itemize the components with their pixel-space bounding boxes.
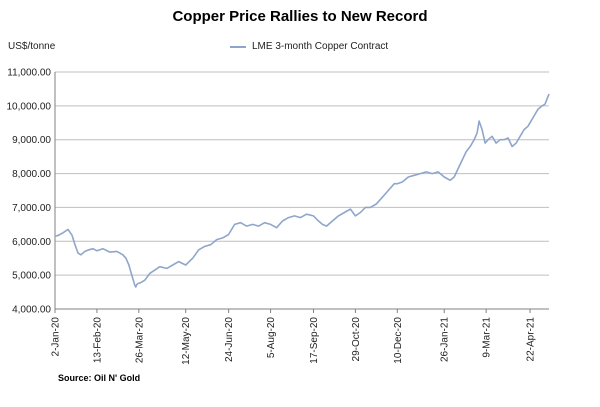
y-tick-label: 9,000.00 xyxy=(12,135,51,146)
chart-title: Copper Price Rallies to New Record xyxy=(172,8,428,25)
x-axis-ticks: 2-Jan-20 13-Feb-20 26-Mar-20 12-May-20 24-Ju… xyxy=(51,309,537,365)
series-group xyxy=(54,93,550,288)
x-tick-label: 10-Dec-20 xyxy=(393,317,404,364)
y-tick-label: 7,000.00 xyxy=(12,203,51,214)
x-tick-label: 5-Aug-20 xyxy=(266,317,277,359)
gridlines xyxy=(54,71,549,310)
x-tick-label: 29-Oct-20 xyxy=(351,317,362,362)
y-axis-unit-label: US$/tonne xyxy=(8,41,56,52)
x-tick-label: 13-Feb-20 xyxy=(92,317,103,364)
y-tick-label: 11,000.00 xyxy=(7,68,51,79)
x-tick-label: 2-Jan-20 xyxy=(51,317,62,357)
series-line xyxy=(54,93,550,288)
x-tick-label: 24-Jun-20 xyxy=(224,317,235,362)
y-tick-label: 5,000.00 xyxy=(12,271,51,282)
x-tick-label: 9-Mar-21 xyxy=(482,317,493,358)
x-tick-label: 12-May-20 xyxy=(181,317,192,365)
x-tick-label: 17-Sep-20 xyxy=(309,317,320,364)
y-tick-label: 6,000.00 xyxy=(12,237,51,248)
x-tick-label: 22-Apr-21 xyxy=(526,317,537,362)
source-note: Source: Oil N' Gold xyxy=(58,373,141,383)
legend-swatch xyxy=(230,45,246,48)
x-tick-label: 26-Mar-20 xyxy=(134,317,145,364)
legend-label: LME 3-month Copper Contract xyxy=(252,41,389,52)
y-tick-label: 8,000.00 xyxy=(12,169,51,180)
legend: LME 3-month Copper Contract xyxy=(230,41,388,52)
y-tick-label: 10,000.00 xyxy=(7,101,52,112)
y-tick-label: 4,000.00 xyxy=(12,305,51,316)
y-axis-ticks: 4,000.00 5,000.00 6,000.00 7,000.00 8,000.00… xyxy=(7,68,52,316)
x-tick-label: 26-Jan-21 xyxy=(440,317,451,362)
